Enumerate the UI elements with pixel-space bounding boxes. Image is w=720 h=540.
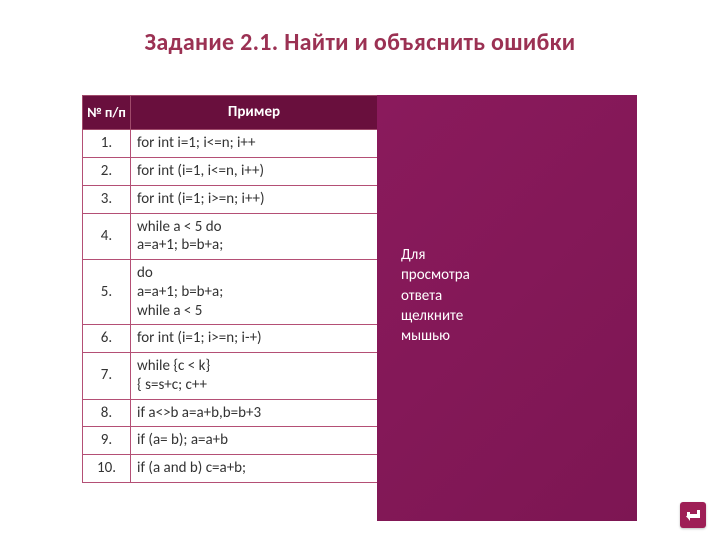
cell-num: 7.: [83, 353, 131, 400]
cell-code: if a<>b a=a+b,b=b+3: [131, 399, 378, 427]
cell-num: 10.: [83, 455, 131, 483]
table-header-row: № п/п Пример: [83, 96, 378, 130]
cell-num: 9.: [83, 427, 131, 455]
table-row: 6. for int (i=1; i>=n; i-+): [83, 325, 378, 353]
col-header-num: № п/п: [83, 96, 131, 130]
cell-num: 2.: [83, 158, 131, 186]
col-header-example: Пример: [131, 96, 378, 130]
table-row: 5. do a=a+1; b=b+a; while a < 5: [83, 260, 378, 325]
cell-code: if (a and b) c=a+b;: [131, 455, 378, 483]
table-row: 7. while {c < k} { s=s+c; c++: [83, 353, 378, 400]
table-row: 10. if (a and b) c=a+b;: [83, 455, 378, 483]
cell-code: do a=a+1; b=b+a; while a < 5: [131, 260, 378, 325]
table-row: 1. for int i=1; i<=n; i++: [83, 130, 378, 158]
overlay-line: Для: [401, 245, 470, 265]
cell-num: 4.: [83, 213, 131, 260]
cell-code: for int (i=1; i>=n; i++): [131, 185, 378, 213]
return-arrow-icon: [684, 506, 702, 524]
cell-code: for int (i=1; i>=n; i-+): [131, 325, 378, 353]
cell-code: while {c < k} { s=s+c; c++: [131, 353, 378, 400]
slide: Задание 2.1. Найти и объяснить ошибки № …: [0, 0, 720, 540]
table-row: 3. for int (i=1; i>=n; i++): [83, 185, 378, 213]
cell-num: 3.: [83, 185, 131, 213]
table-row: 2. for int (i=1, i<=n, i++): [83, 158, 378, 186]
cell-code: if (a= b); a=a+b: [131, 427, 378, 455]
cell-num: 5.: [83, 260, 131, 325]
overlay-line: ответа: [401, 286, 470, 306]
back-button[interactable]: [680, 502, 706, 528]
cell-num: 6.: [83, 325, 131, 353]
overlay-line: просмотра: [401, 265, 470, 285]
cell-code: for int (i=1, i<=n, i++): [131, 158, 378, 186]
answer-overlay[interactable]: Для просмотра ответа щелкните мышью: [377, 95, 637, 521]
cell-code: while a < 5 do a=a+1; b=b+a;: [131, 213, 378, 260]
cell-num: 1.: [83, 130, 131, 158]
overlay-line: мышью: [401, 326, 470, 346]
overlay-line: щелкните: [401, 306, 470, 326]
table-row: 8. if a<>b a=a+b,b=b+3: [83, 399, 378, 427]
slide-title: Задание 2.1. Найти и объяснить ошибки: [0, 28, 720, 57]
table-row: 4. while a < 5 do a=a+1; b=b+a;: [83, 213, 378, 260]
error-table: № п/п Пример 1. for int i=1; i<=n; i++ 2…: [82, 95, 378, 483]
cell-code: for int i=1; i<=n; i++: [131, 130, 378, 158]
cell-num: 8.: [83, 399, 131, 427]
overlay-hint: Для просмотра ответа щелкните мышью: [401, 245, 470, 346]
table-row: 9. if (a= b); a=a+b: [83, 427, 378, 455]
